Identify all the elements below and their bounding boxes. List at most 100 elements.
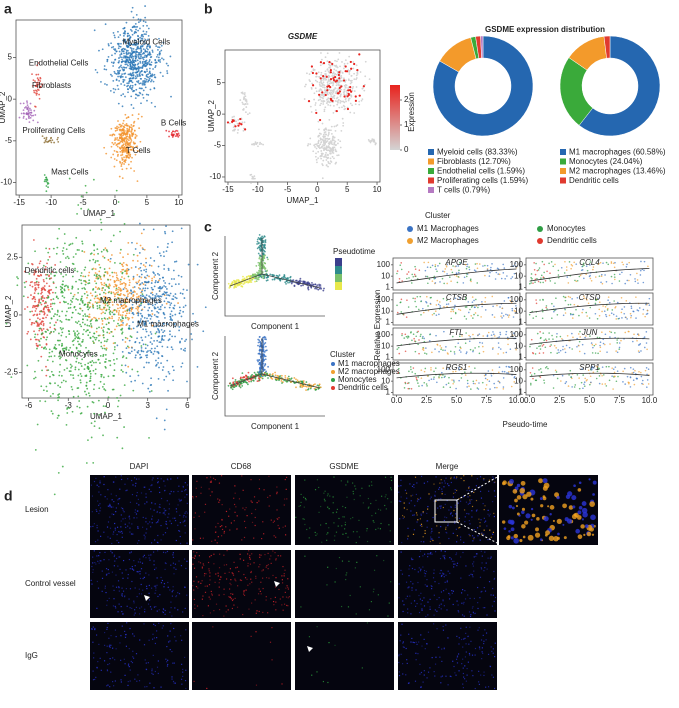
cell-dot — [179, 292, 182, 295]
cell-dot — [289, 276, 292, 279]
cell-dot — [255, 277, 258, 280]
cell-dot — [322, 81, 325, 84]
cell-dot — [129, 28, 132, 31]
cell-dot — [565, 269, 568, 271]
cell-dot — [240, 382, 243, 385]
cell-dot — [111, 75, 113, 77]
cell-dot — [315, 75, 318, 78]
cell-dot — [348, 71, 351, 73]
x-tick-label: -5 — [284, 185, 292, 194]
cell-dot — [93, 244, 96, 247]
cell-dot — [90, 364, 93, 367]
cell-dot — [77, 320, 80, 323]
cell-dot — [123, 426, 125, 428]
cell-dot — [424, 269, 427, 272]
cell-dot — [161, 335, 164, 337]
cell-dot — [80, 325, 83, 328]
cell-dot — [33, 281, 36, 284]
cell-dot — [128, 312, 131, 315]
cell-dot — [93, 29, 96, 32]
cell-dot — [494, 278, 497, 280]
cell-dot — [328, 82, 331, 85]
cell-dot — [257, 261, 260, 264]
cell-dot — [502, 263, 505, 266]
cell-dot — [120, 94, 123, 97]
cell-dot — [92, 304, 95, 307]
cell-dot — [119, 324, 122, 327]
cell-dot — [307, 143, 310, 145]
cell-dot — [129, 136, 132, 139]
cell-dot — [332, 135, 334, 138]
cell-dot — [147, 79, 150, 82]
cell-dot — [343, 90, 346, 93]
cell-dot — [34, 288, 36, 291]
cell-dot — [126, 295, 129, 298]
cell-dot — [150, 315, 153, 318]
cell-dot — [113, 313, 116, 316]
cell-dot — [243, 92, 246, 94]
cell-dot — [157, 306, 159, 309]
cell-dot — [47, 306, 50, 309]
cell-dot — [85, 191, 88, 194]
cell-dot — [341, 106, 343, 109]
cell-dot — [184, 340, 186, 342]
cell-dot — [149, 88, 152, 91]
cell-dot — [126, 133, 129, 136]
cell-dot — [16, 276, 18, 278]
cell-dot — [97, 358, 100, 361]
cell-dot — [257, 236, 260, 239]
cell-dot — [169, 55, 172, 58]
cell-dot — [57, 472, 60, 474]
cell-dot — [27, 296, 29, 299]
cell-dot — [107, 301, 110, 304]
cell-dot — [168, 306, 171, 309]
cell-dot — [70, 316, 73, 319]
cell-dot — [137, 307, 139, 310]
cell-dot — [147, 34, 150, 37]
cell-dot — [255, 280, 258, 283]
cell-dot — [150, 390, 153, 392]
cell-dot — [69, 306, 72, 309]
cell-dot — [554, 282, 556, 284]
cell-dot — [133, 65, 136, 68]
cell-dot — [134, 67, 137, 70]
cell-dot — [113, 374, 115, 377]
cell-dot — [38, 93, 41, 96]
cell-dot — [443, 282, 445, 285]
cell-dot — [100, 375, 103, 378]
cell-dot — [165, 225, 167, 228]
cell-dot — [32, 295, 35, 298]
cell-dot — [140, 49, 143, 52]
cell-dot — [237, 119, 240, 121]
cell-dot — [142, 80, 144, 83]
cell-dot — [243, 93, 246, 96]
cell-dot — [43, 312, 46, 315]
cell-dot — [76, 387, 79, 390]
cell-dot — [29, 113, 32, 116]
cell-dot — [629, 273, 632, 276]
cell-dot — [139, 66, 142, 69]
cell-dot — [26, 306, 29, 308]
cell-dot — [190, 333, 193, 335]
cell-dot — [267, 365, 269, 368]
cell-dot — [117, 71, 119, 74]
cell-dot — [356, 70, 359, 73]
cell-dot — [123, 132, 126, 134]
cell-dot — [109, 364, 112, 367]
cell-dot — [176, 133, 179, 136]
cell-dot — [150, 309, 153, 312]
cell-dot — [137, 312, 140, 315]
cell-dot — [94, 372, 97, 375]
cell-dot — [139, 353, 141, 356]
cell-dot — [93, 274, 96, 277]
y-tick-label: 0 — [14, 310, 19, 319]
cell-dot — [237, 129, 240, 131]
cell-dot — [79, 381, 82, 384]
cell-dot — [243, 376, 246, 378]
cell-dot — [175, 129, 178, 132]
cell-dot — [136, 46, 139, 49]
cell-dot — [93, 412, 95, 415]
cell-dot — [132, 16, 135, 19]
cell-dot — [132, 121, 135, 124]
cell-dot — [136, 242, 138, 245]
